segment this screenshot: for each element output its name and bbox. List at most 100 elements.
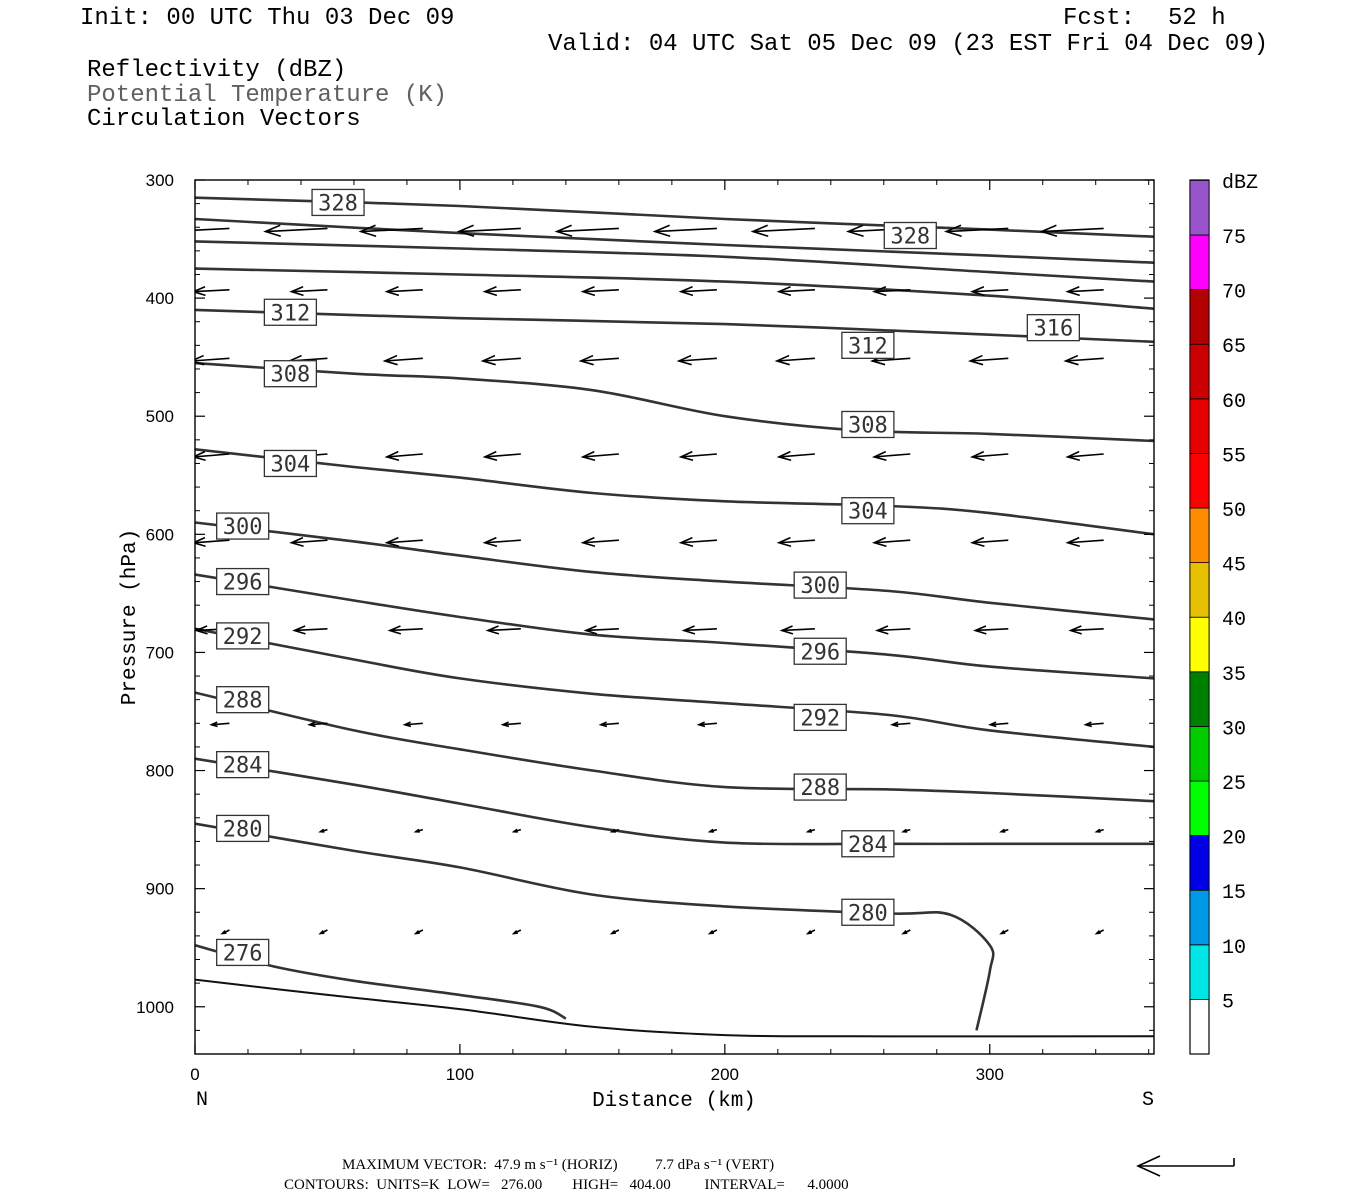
forecast-hour: 52 h [1168,5,1226,32]
contour-label-text: 280 [848,901,888,926]
vector-arrow [358,224,423,238]
vector-shaft [946,227,1009,233]
valid-time: Valid: 04 UTC Sat 05 Dec 09 (23 EST Fri … [548,31,1269,58]
vector-shaft [874,453,911,458]
contour-label-text: 308 [848,413,888,438]
vector-arrow [609,828,620,833]
contour-label-text: 296 [800,640,840,665]
contour-label-box [216,622,270,650]
colorbar-label-25: 25 [1222,773,1246,796]
vector-arrow [195,285,230,297]
colorbar-segment-30 [1189,671,1210,727]
contour-label: 284 [841,830,895,858]
reference-vector-head [1136,1155,1161,1177]
vector-arrow [583,625,619,635]
vector-head [195,354,205,366]
contour-label-box [216,938,270,967]
vector-shaft [1085,722,1104,726]
vector-shaft [580,357,619,362]
vector-head [999,828,1006,833]
contour-label-text: 316 [1033,317,1073,342]
vector-arrow [871,450,911,462]
vector-head [967,354,984,366]
vector-shaft [195,289,230,293]
vector-shaft [386,539,423,544]
plot-frame [194,179,1155,1055]
vector-head [289,536,304,548]
vector-shaft [698,722,717,726]
terrain-surface [194,978,1155,1038]
vector-head [289,285,304,297]
vector-shaft [781,628,815,632]
vector-shaft [294,628,328,632]
contour-label: 280 [841,898,895,926]
vector-head [678,285,694,297]
colorbar-segment-75 [1189,179,1210,236]
vector-arrow [779,625,815,635]
contour-label: 280 [216,814,270,843]
colorbar-segment-40 [1189,562,1210,618]
vector-arrow [307,721,328,728]
colorbar-label-35: 35 [1222,664,1246,687]
vector-arrow [901,929,911,935]
forecast-label: Fcst: [1063,5,1136,32]
contour-label: 292 [216,622,270,650]
vector-head [845,224,864,238]
vector-arrow [1068,625,1104,635]
vector-head [707,828,714,833]
vector-head [358,224,377,238]
vector-arrow [1065,536,1104,548]
vector-arrow [598,721,619,728]
contour-label-box [216,814,270,843]
colorbar-segment-60 [1189,343,1210,400]
vector-head [871,285,887,297]
contour-label: 308 [263,360,318,388]
x-right-end-label: S [1142,1089,1154,1112]
contour-labels: 328 328 316 312 312 308 308 304 304 300 300 296 296 2… [216,188,1080,967]
vector-shaft [874,289,911,293]
circulation-vectors [195,224,1105,935]
vector-shaft [291,539,328,544]
contour-label-box [841,497,895,525]
legend-reflectivity: Reflectivity (dBZ) [87,57,347,84]
vector-shaft [386,289,423,293]
vector-shaft [874,539,911,544]
theta-contours [195,196,1154,1031]
vector-shaft [892,722,911,726]
vector-head [681,625,696,635]
contour-label-box [841,898,895,926]
vector-shaft [972,453,1009,458]
contour-292 [195,627,1154,749]
vector-shaft [404,722,423,726]
vector-head [209,721,218,728]
contour-label-text: 312 [848,334,888,359]
colorbar-label-50: 50 [1222,500,1246,523]
vector-head [969,536,985,548]
vector-head [195,450,206,462]
contour-label-text: 308 [270,363,310,388]
vector-head [1094,930,1101,935]
vector-shaft [972,539,1009,544]
vector-arrow [681,625,717,635]
colorbar-label-65: 65 [1222,336,1246,359]
contour-312 [195,308,1154,344]
vector-arrow [871,285,911,297]
vector-shaft [1067,539,1104,544]
contour-label-text: 312 [270,301,310,326]
vector-head [1083,721,1092,728]
colorbar-segment-70 [1189,234,1210,290]
contour-label-text: 296 [223,571,263,596]
colorbar-label-40: 40 [1222,609,1246,632]
vector-arrow [1063,354,1104,366]
x-left-end-label: N [196,1089,208,1112]
vector-arrow [999,929,1009,935]
vector-shaft [195,539,230,544]
vector-head [554,224,573,238]
vector-head [456,224,475,238]
vector-shaft [582,289,619,293]
vector-shaft [585,628,619,632]
y-axis-title: Pressure (hPa) [119,529,142,705]
vector-shaft [1070,628,1104,632]
vector-arrow [901,828,911,833]
contour-label-text: 292 [800,706,840,731]
